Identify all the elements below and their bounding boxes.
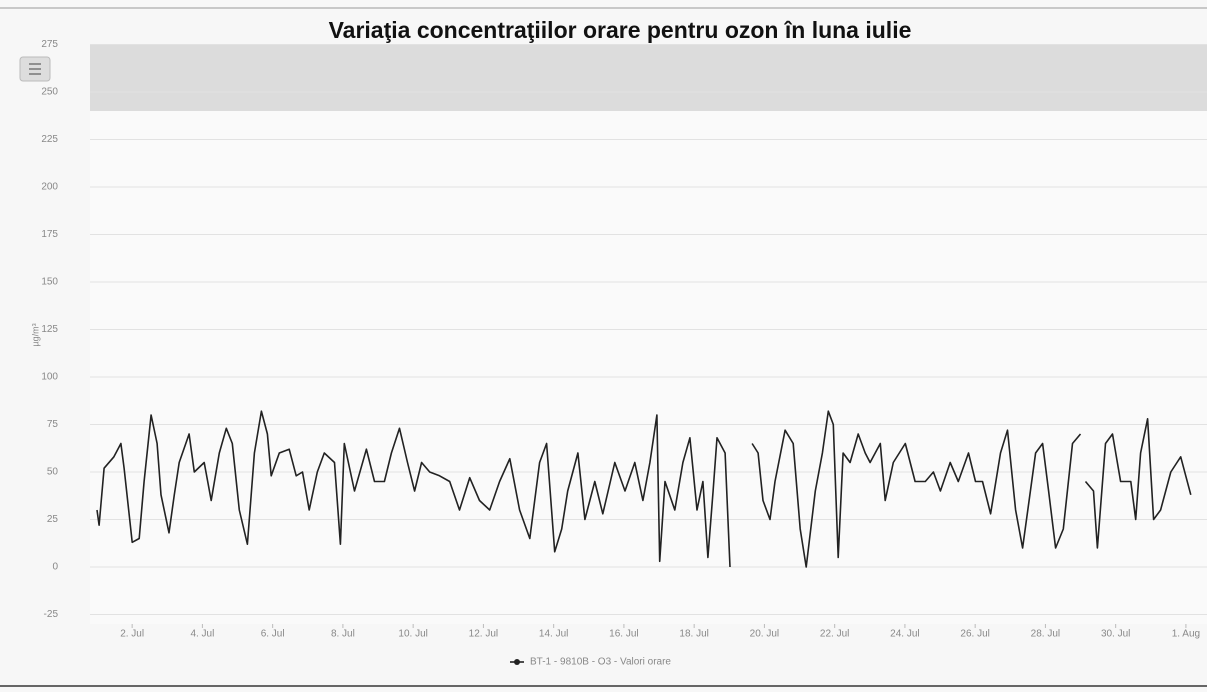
chart-title: Variaţia concentraţiilor orare pentru oz… — [329, 17, 912, 43]
x-tick-label: 26. Jul — [960, 629, 989, 640]
y-tick-label: 150 — [41, 277, 58, 288]
x-tick-label: 24. Jul — [890, 629, 919, 640]
y-tick-label: 125 — [41, 324, 58, 335]
x-tick-label: 28. Jul — [1031, 629, 1060, 640]
plot-area — [90, 44, 1207, 628]
x-tick-label: 2. Jul — [120, 629, 144, 640]
x-tick-label: 10. Jul — [398, 629, 427, 640]
y-tick-label: 225 — [41, 134, 58, 145]
x-tick-label: 4. Jul — [190, 629, 214, 640]
plot-band — [90, 44, 1207, 111]
x-tick-label: 12. Jul — [469, 629, 498, 640]
x-tick-label: 6. Jul — [261, 629, 285, 640]
menu-icon — [29, 63, 41, 75]
x-tick-label: 8. Jul — [331, 629, 355, 640]
y-tick-label: 175 — [41, 229, 58, 240]
x-tick-label: 14. Jul — [539, 629, 568, 640]
legend-label: BT-1 - 9810B - O3 - Valori orare — [530, 657, 671, 668]
x-tick-label: 22. Jul — [820, 629, 849, 640]
y-tick-label: 250 — [41, 87, 58, 98]
x-tick-label: 20. Jul — [750, 629, 779, 640]
plot-background — [90, 44, 1207, 624]
y-axis-label: µg/m³ — [30, 323, 40, 346]
y-tick-label: 75 — [47, 419, 59, 430]
data-line — [96, 410, 1192, 568]
legend-marker — [514, 659, 520, 665]
y-tick-label: 200 — [41, 182, 58, 193]
y-tick-label: 0 — [52, 562, 58, 573]
y-tick-label: 25 — [47, 514, 59, 525]
x-tick-label: 30. Jul — [1101, 629, 1130, 640]
y-tick-label: 50 — [47, 467, 59, 478]
x-tick-label: 16. Jul — [609, 629, 638, 640]
y-tick-label: 100 — [41, 372, 58, 383]
x-tick-label: 18. Jul — [679, 629, 708, 640]
y-tick-label: 275 — [41, 39, 58, 50]
x-tick-label: 1. Aug — [1172, 629, 1200, 640]
y-tick-label: -25 — [44, 609, 59, 620]
